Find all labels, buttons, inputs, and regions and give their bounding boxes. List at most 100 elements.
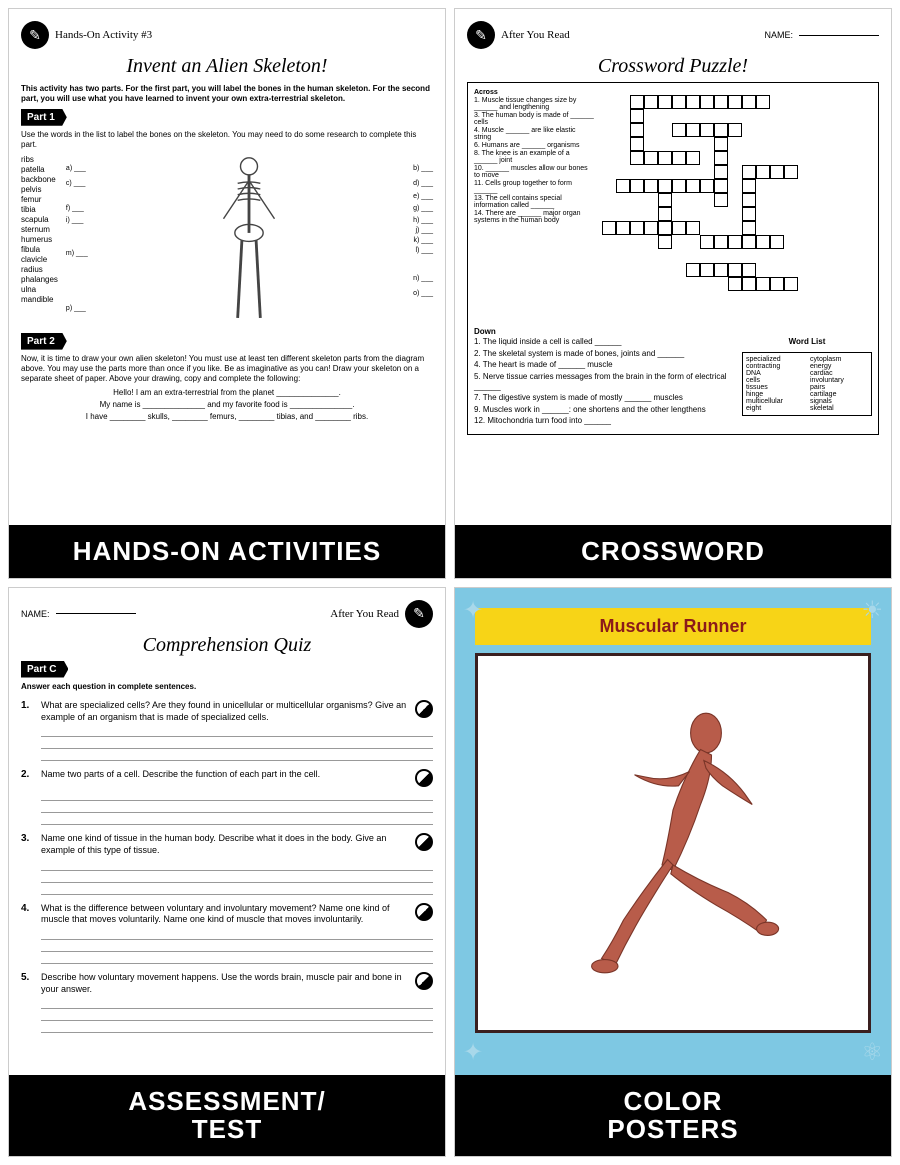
crossword-cell[interactable] <box>658 95 672 109</box>
crossword-cell[interactable] <box>700 123 714 137</box>
crossword-cell[interactable] <box>658 207 672 221</box>
crossword-grid[interactable] <box>602 95 872 315</box>
runner-icon <box>563 693 783 993</box>
crossword-cell[interactable] <box>672 95 686 109</box>
answer-line[interactable] <box>41 885 433 895</box>
crossword-cell[interactable] <box>742 95 756 109</box>
crossword-cell[interactable] <box>644 221 658 235</box>
bone-word: ribs <box>21 155 58 164</box>
crossword-cell[interactable] <box>686 221 700 235</box>
fill-3: I have ________ skulls, ________ femurs,… <box>21 412 433 421</box>
answer-line[interactable] <box>41 954 433 964</box>
crossword-cell[interactable] <box>714 137 728 151</box>
down-label: Down <box>474 327 872 337</box>
crossword-cell[interactable] <box>630 95 644 109</box>
bone-word: pelvis <box>21 185 58 194</box>
crossword-cell[interactable] <box>714 263 728 277</box>
crossword-cell[interactable] <box>644 179 658 193</box>
crossword-cell[interactable] <box>770 277 784 291</box>
poster-panel: ✦ ☀ ✦ ⚛ Muscular Runner COLOR POSTERS <box>454 587 892 1158</box>
crossword-cell[interactable] <box>630 221 644 235</box>
answer-line[interactable] <box>41 739 433 749</box>
crossword-cell[interactable] <box>742 277 756 291</box>
answer-line[interactable] <box>41 727 433 737</box>
across-label: Across <box>474 89 594 96</box>
crossword-cell[interactable] <box>728 123 742 137</box>
crossword-cell[interactable] <box>630 151 644 165</box>
crossword-cell[interactable] <box>742 263 756 277</box>
crossword-cell[interactable] <box>756 95 770 109</box>
skeleton-icon <box>204 155 294 325</box>
crossword-cell[interactable] <box>616 221 630 235</box>
crossword-cell[interactable] <box>756 165 770 179</box>
answer-line[interactable] <box>41 873 433 883</box>
crossword-cell[interactable] <box>630 123 644 137</box>
crossword-cell[interactable] <box>728 263 742 277</box>
wordlist-item: contracting <box>746 363 804 370</box>
crossword-cell[interactable] <box>602 221 616 235</box>
crossword-cell[interactable] <box>630 179 644 193</box>
crossword-cell[interactable] <box>644 151 658 165</box>
activity-label: Hands-On Activity #3 <box>55 29 152 41</box>
crossword-cell[interactable] <box>686 263 700 277</box>
crossword-cell[interactable] <box>700 235 714 249</box>
crossword-cell[interactable] <box>672 179 686 193</box>
crossword-cell[interactable] <box>714 165 728 179</box>
crossword-cell[interactable] <box>658 235 672 249</box>
answer-line[interactable] <box>41 1023 433 1033</box>
crossword-cell[interactable] <box>784 277 798 291</box>
crossword-cell[interactable] <box>658 193 672 207</box>
crossword-cell[interactable] <box>714 193 728 207</box>
crossword-cell[interactable] <box>742 235 756 249</box>
crossword-cell[interactable] <box>770 235 784 249</box>
answer-line[interactable] <box>41 815 433 825</box>
crossword-cell[interactable] <box>742 207 756 221</box>
crossword-cell[interactable] <box>784 165 798 179</box>
answer-line[interactable] <box>41 861 433 871</box>
crossword-cell[interactable] <box>686 95 700 109</box>
crossword-cell[interactable] <box>700 179 714 193</box>
crossword-cell[interactable] <box>756 235 770 249</box>
answer-line[interactable] <box>41 751 433 761</box>
answer-line[interactable] <box>41 803 433 813</box>
answer-line[interactable] <box>41 999 433 1009</box>
crossword-cell[interactable] <box>700 95 714 109</box>
answer-line[interactable] <box>41 791 433 801</box>
crossword-cell[interactable] <box>742 165 756 179</box>
crossword-cell[interactable] <box>658 221 672 235</box>
crossword-cell[interactable] <box>672 151 686 165</box>
crossword-cell[interactable] <box>728 277 742 291</box>
crossword-cell[interactable] <box>686 123 700 137</box>
crossword-cell[interactable] <box>714 123 728 137</box>
answer-line[interactable] <box>41 942 433 952</box>
crossword-cell[interactable] <box>672 221 686 235</box>
crossword-cell[interactable] <box>714 179 728 193</box>
crossword-cell[interactable] <box>742 193 756 207</box>
crossword-cell[interactable] <box>658 151 672 165</box>
crossword-cell[interactable] <box>742 179 756 193</box>
crossword-cell[interactable] <box>728 235 742 249</box>
name-input-line[interactable] <box>56 613 136 614</box>
crossword-cell[interactable] <box>756 277 770 291</box>
crossword-cell[interactable] <box>686 179 700 193</box>
wordlist-item: hinge <box>746 391 804 398</box>
crossword-cell[interactable] <box>742 221 756 235</box>
crossword-cell[interactable] <box>630 109 644 123</box>
crossword-cell[interactable] <box>700 263 714 277</box>
crossword-cell[interactable] <box>686 151 700 165</box>
crossword-cell[interactable] <box>644 95 658 109</box>
crossword-cell[interactable] <box>714 235 728 249</box>
crossword-cell[interactable] <box>714 95 728 109</box>
crossword-cell[interactable] <box>728 95 742 109</box>
crossword-cell[interactable] <box>672 123 686 137</box>
crossword-cell[interactable] <box>630 137 644 151</box>
crossword-cell[interactable] <box>616 179 630 193</box>
score-icon <box>415 903 433 921</box>
crossword-cell[interactable] <box>714 151 728 165</box>
q-number: 4. <box>21 903 35 914</box>
name-input-line[interactable] <box>799 35 879 36</box>
answer-line[interactable] <box>41 930 433 940</box>
answer-line[interactable] <box>41 1011 433 1021</box>
crossword-cell[interactable] <box>658 179 672 193</box>
crossword-cell[interactable] <box>770 165 784 179</box>
